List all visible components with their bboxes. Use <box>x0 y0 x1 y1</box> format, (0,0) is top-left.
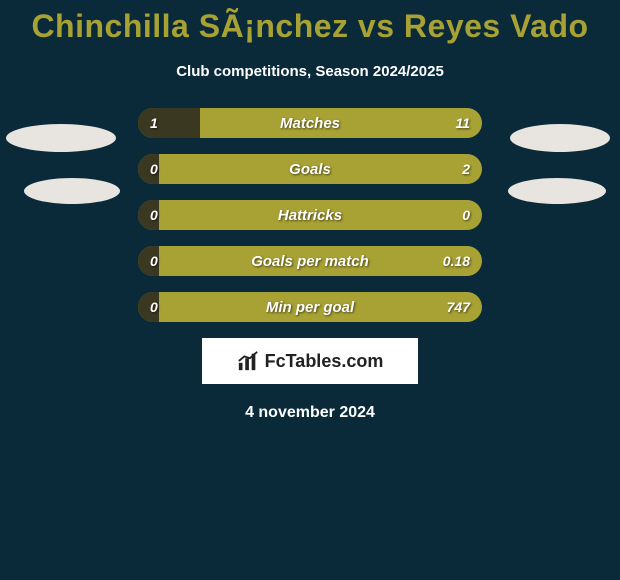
stat-label: Hattricks <box>138 200 482 230</box>
player-photo-placeholder <box>508 178 606 204</box>
player-photo-placeholder <box>510 124 610 152</box>
date-text: 4 november 2024 <box>0 404 620 422</box>
logo-box: FcTables.com <box>202 338 418 384</box>
stat-label: Matches <box>138 108 482 138</box>
player-photo-placeholder <box>24 178 120 204</box>
stat-bar: 0Goals per match0.18 <box>138 246 482 276</box>
page-title: Chinchilla SÃ¡nchez vs Reyes Vado <box>0 0 620 45</box>
stat-bar: 0Min per goal747 <box>138 292 482 322</box>
stat-bar: 1Matches11 <box>138 108 482 138</box>
stat-value-right: 0 <box>462 200 470 230</box>
page-subtitle: Club competitions, Season 2024/2025 <box>0 63 620 80</box>
stat-label: Min per goal <box>138 292 482 322</box>
logo-text: FcTables.com <box>265 351 384 372</box>
stat-bar: 0Hattricks0 <box>138 200 482 230</box>
stat-label: Goals per match <box>138 246 482 276</box>
stat-value-right: 0.18 <box>443 246 470 276</box>
player-photo-placeholder <box>6 124 116 152</box>
stat-label: Goals <box>138 154 482 184</box>
stat-bar: 0Goals2 <box>138 154 482 184</box>
stat-value-right: 11 <box>455 108 470 138</box>
stat-value-right: 2 <box>462 154 470 184</box>
stat-value-right: 747 <box>447 292 470 322</box>
stats-area: 1Matches110Goals20Hattricks00Goals per m… <box>0 108 620 322</box>
chart-icon <box>237 350 259 372</box>
